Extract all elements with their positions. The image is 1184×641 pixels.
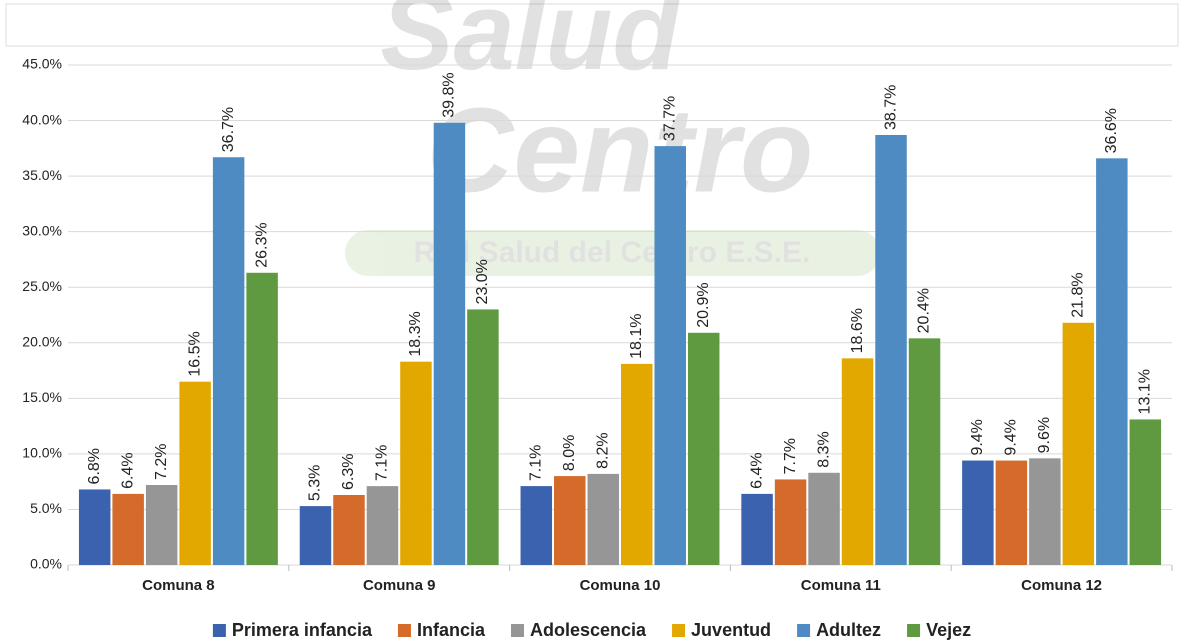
legend-label: Vejez <box>926 620 971 640</box>
data-label: 18.1% <box>628 314 645 359</box>
bar <box>212 157 245 565</box>
legend-label: Infancia <box>417 620 486 640</box>
data-label: 23.0% <box>474 259 491 304</box>
legend-swatch <box>907 624 921 637</box>
bar <box>145 485 178 565</box>
y-tick-label: 35.0% <box>22 167 62 183</box>
bar <box>741 493 773 565</box>
bar <box>774 479 807 565</box>
data-label: 9.6% <box>1036 417 1053 453</box>
watermark-band <box>345 230 880 276</box>
legend-swatch <box>212 624 226 637</box>
data-label: 7.1% <box>527 445 544 481</box>
x-tick-label: Comuna 10 <box>580 577 661 594</box>
bar <box>433 122 466 566</box>
data-label: 20.4% <box>916 288 933 333</box>
legend-swatch <box>672 624 686 637</box>
data-label: 21.8% <box>1070 272 1087 317</box>
bar <box>554 476 586 565</box>
data-label: 6.4% <box>119 452 136 488</box>
bar <box>112 493 144 565</box>
bar <box>1096 158 1128 566</box>
watermark-text: Red Salud del Centro E.S.E. <box>414 236 811 269</box>
data-label: 16.5% <box>186 331 203 376</box>
bar <box>808 472 840 565</box>
bar <box>467 309 499 565</box>
watermark-text: Centro <box>427 84 814 218</box>
bar <box>366 486 399 565</box>
data-label: 8.3% <box>815 431 832 467</box>
data-label: 20.9% <box>695 282 712 327</box>
data-label: 7.2% <box>153 444 170 480</box>
data-label: 5.3% <box>307 465 324 501</box>
watermark-text: Salud <box>380 0 682 93</box>
bar <box>78 489 111 565</box>
data-label: 18.6% <box>849 308 866 353</box>
bar <box>687 332 720 565</box>
title-box <box>5 3 1179 47</box>
legend-label: Primera infancia <box>232 620 373 640</box>
y-tick-label: 25.0% <box>22 278 62 294</box>
bar <box>841 358 874 565</box>
legend-label: Adolescencia <box>530 620 647 640</box>
bar <box>621 363 653 565</box>
data-label: 6.4% <box>748 452 765 488</box>
y-tick-label: 30.0% <box>22 222 62 238</box>
bar <box>995 460 1028 565</box>
y-tick-label: 10.0% <box>22 445 62 461</box>
watermark: Salud Centro Red Salud del Centro E.S.E. <box>345 0 880 276</box>
data-label: 7.1% <box>374 445 391 481</box>
y-tick-label: 45.0% <box>22 56 62 72</box>
legend-swatch <box>397 624 411 637</box>
data-label: 26.3% <box>253 222 270 267</box>
data-label: 37.7% <box>661 96 678 141</box>
legend-swatch <box>797 624 811 637</box>
data-label: 6.3% <box>340 454 357 490</box>
y-tick-label: 40.0% <box>22 111 62 127</box>
y-tick-label: 20.0% <box>22 333 62 349</box>
bar <box>875 135 907 565</box>
legend-label: Adultez <box>816 620 881 640</box>
data-label: 6.8% <box>86 448 103 484</box>
legend-label: Juventud <box>691 620 771 640</box>
legend-swatch <box>510 624 524 637</box>
data-label: 8.2% <box>594 432 611 468</box>
bar <box>299 506 332 565</box>
bar <box>246 272 278 565</box>
x-tick-label: Comuna 9 <box>363 577 436 594</box>
data-label: 36.7% <box>220 107 237 152</box>
x-tick-label: Comuna 12 <box>1021 577 1102 594</box>
data-label: 7.7% <box>782 438 799 474</box>
bar <box>333 495 365 565</box>
bar <box>400 361 432 565</box>
bar <box>908 338 941 565</box>
data-label: 39.8% <box>441 72 458 117</box>
data-label: 18.3% <box>407 311 424 356</box>
bar <box>1062 322 1095 565</box>
data-label: 8.0% <box>561 435 578 471</box>
bar <box>1029 458 1061 565</box>
data-label: 9.4% <box>969 419 986 455</box>
bar <box>654 146 686 565</box>
data-label: 9.4% <box>1003 419 1020 455</box>
bar <box>1129 419 1162 565</box>
bar <box>179 381 211 565</box>
y-tick-label: 0.0% <box>30 556 62 572</box>
bar <box>520 486 553 565</box>
bar <box>962 460 994 565</box>
data-label: 36.6% <box>1103 108 1120 153</box>
data-label: 38.7% <box>882 85 899 130</box>
y-tick-label: 15.0% <box>22 389 62 405</box>
x-tick-label: Comuna 11 <box>801 577 881 594</box>
bar <box>587 473 619 565</box>
data-label: 13.1% <box>1137 369 1154 414</box>
x-tick-label: Comuna 8 <box>142 577 215 594</box>
y-tick-label: 5.0% <box>30 500 62 516</box>
